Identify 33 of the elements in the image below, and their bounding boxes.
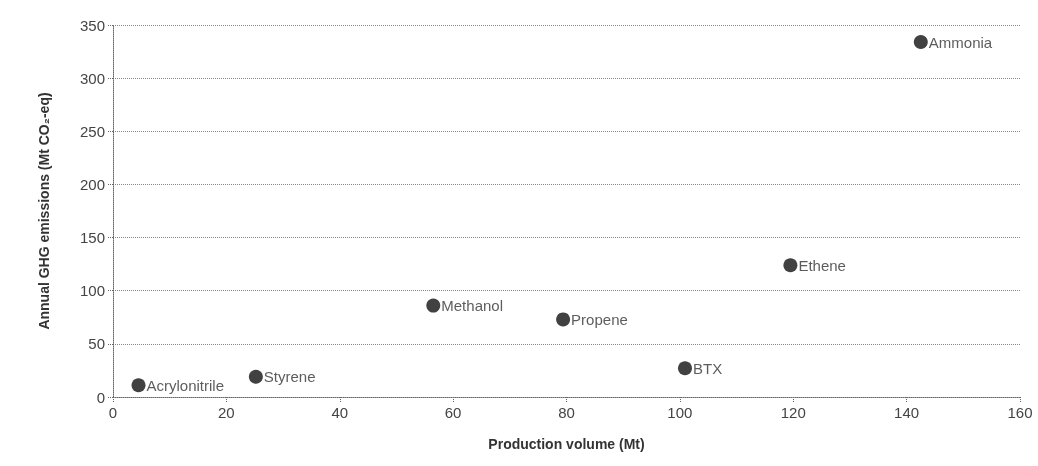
x-tick-label: 80 [558,404,575,421]
annotation: BTX [692,359,723,377]
annotation: Acrylonitrile [146,376,225,394]
y-tick-label: 250 [79,122,105,140]
x-tick-label: 40 [331,404,349,421]
point [248,369,263,384]
y-tick-label: 100 [79,282,105,300]
point [426,298,441,313]
annotation: Ammonia [928,33,993,51]
point [131,378,146,393]
annotation: Ethene [798,256,846,274]
y-tick-label: 0 [96,388,105,406]
point [677,361,692,376]
x-tick-label: 100 [667,404,693,421]
y-tick-label: 200 [79,175,105,193]
x-tick-label: 60 [444,404,462,421]
x-axis-title: Production volume (Mt) [488,436,645,452]
x-tick-label: 120 [780,404,806,421]
x-tick-label: 0 [108,404,118,421]
point [913,35,928,49]
annotation: Methanol [441,297,503,315]
annotation: Propene [571,310,628,328]
y-tick-label: 150 [79,229,105,247]
x-tick-label: 160 [1007,404,1033,421]
annotation: Styrene [263,368,316,386]
y-tick-label: 350 [79,16,105,34]
x-tick-label: 140 [894,404,920,421]
y-tick-label: 300 [79,69,105,87]
y-axis-title: Annual GHG emissions (Mt CO₂-eq) [36,92,52,330]
point [783,258,798,273]
point [556,312,571,327]
y-tick-label: 50 [88,335,105,353]
x-tick-label: 20 [218,404,235,421]
